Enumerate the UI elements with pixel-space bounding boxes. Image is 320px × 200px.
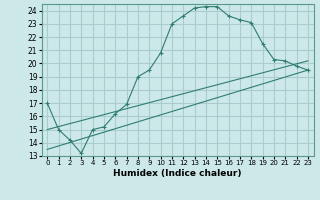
X-axis label: Humidex (Indice chaleur): Humidex (Indice chaleur)	[113, 169, 242, 178]
